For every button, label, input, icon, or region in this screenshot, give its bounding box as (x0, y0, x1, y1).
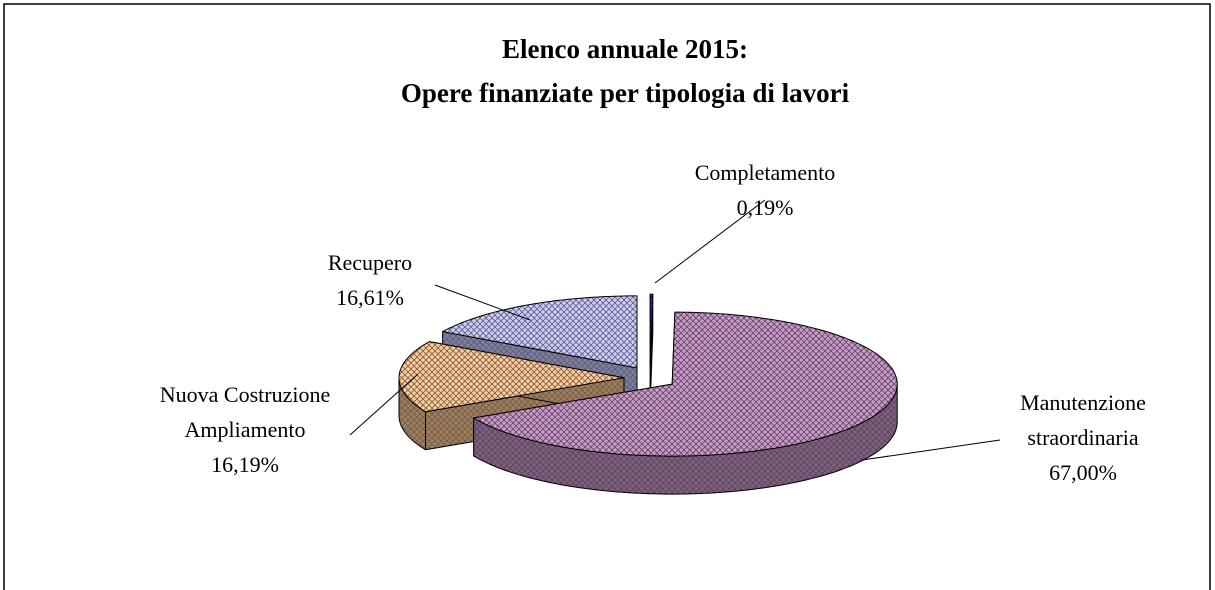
leader-line (861, 439, 1001, 461)
chart-frame (3, 3, 1211, 590)
leader-line (654, 199, 766, 284)
leader-line (349, 373, 419, 436)
slice (442, 295, 638, 369)
slice (649, 293, 654, 367)
slice-value-label: 67,00% (1049, 460, 1117, 485)
chart-title: Elenco annuale 2015: (502, 34, 748, 64)
slice-label: Nuova Costruzione Ampliamento (160, 382, 330, 442)
slice-label: Recupero (328, 250, 412, 275)
leader-line (434, 284, 531, 321)
chart-subtitle: Opere finanziate per tipologia di lavori (401, 78, 850, 108)
slice-label: Manutenzione straordinaria (1020, 390, 1146, 450)
slice (473, 311, 898, 457)
slice-value-label: 0,19% (737, 195, 794, 220)
slice-label: Completamento (695, 160, 836, 185)
slice (398, 341, 625, 413)
slice-value-label: 16,19% (211, 452, 279, 477)
slice-value-label: 16,61% (336, 285, 404, 310)
